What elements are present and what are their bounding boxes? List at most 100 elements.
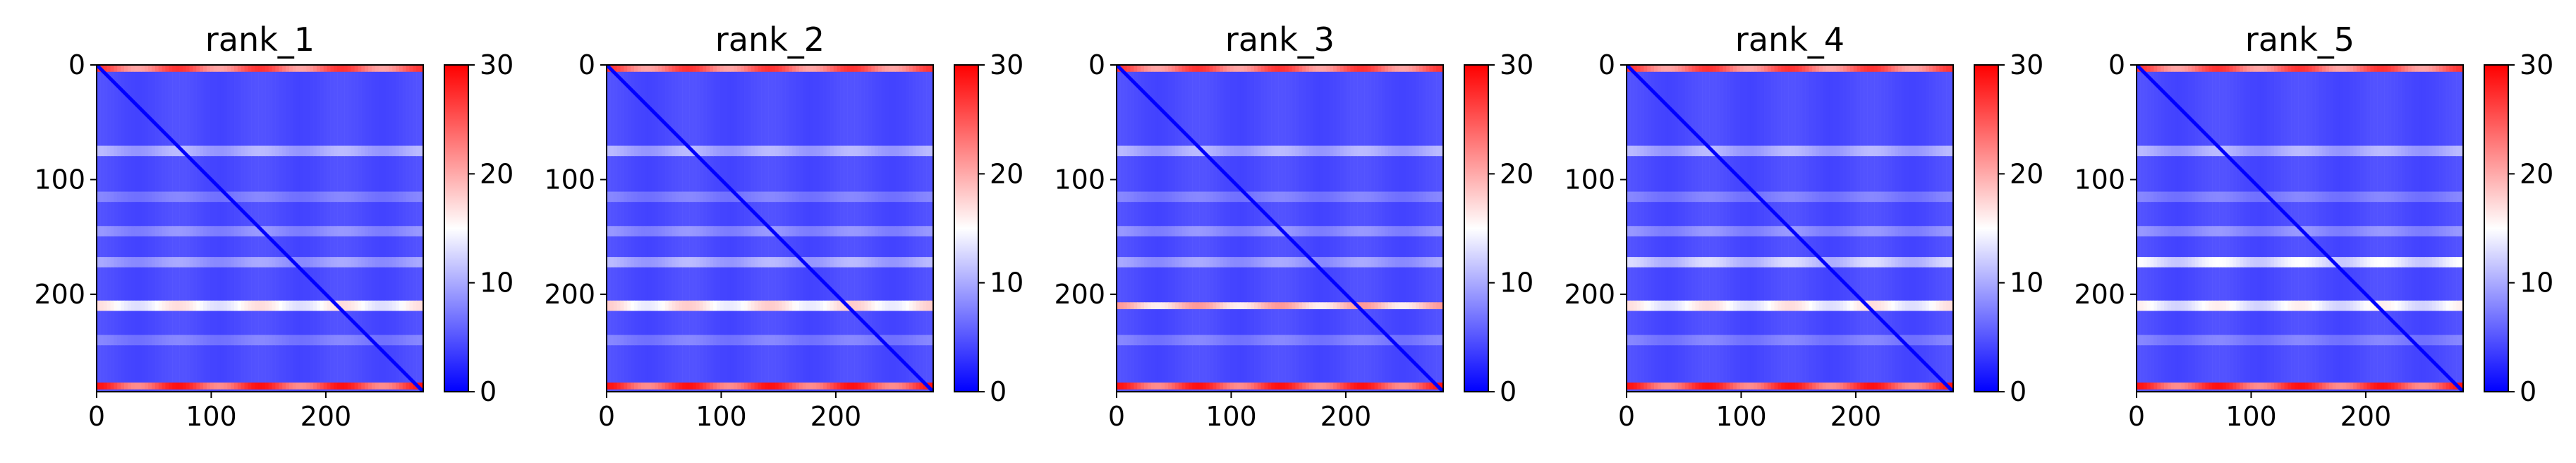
heatmap-row-band	[658, 191, 662, 203]
heatmap-row-band	[682, 226, 686, 236]
heatmap-row-band	[1196, 191, 1200, 203]
heatmap-row-band	[358, 191, 362, 203]
heatmap-row-band	[1743, 383, 1748, 390]
heatmap-row-band	[2249, 145, 2254, 157]
heatmap-row-band	[1350, 383, 1354, 390]
heatmap-row-band	[1943, 335, 1947, 346]
heatmap-row-band	[227, 335, 231, 346]
heatmap-row-band	[2216, 191, 2220, 203]
heatmap-row-band	[158, 145, 163, 157]
heatmap-row-band	[1888, 300, 1892, 311]
heatmap-row-band	[919, 300, 923, 311]
heatmap-row-band	[178, 383, 183, 390]
heatmap-row-band	[1708, 257, 1713, 267]
heatmap-row-band	[737, 335, 741, 346]
y-tick-label: 200	[1564, 279, 1615, 310]
heatmap-row-band	[1117, 191, 1121, 203]
heatmap-row-band	[1418, 257, 1423, 267]
heatmap-row-band	[1818, 226, 1823, 236]
heatmap-row-band	[1664, 145, 1669, 157]
heatmap-row-band	[706, 145, 710, 157]
heatmap-row-band	[672, 65, 676, 72]
heatmap-row-band	[1843, 335, 1847, 346]
heatmap-row-band	[1715, 335, 1720, 346]
heatmap-row-band	[196, 257, 200, 267]
heatmap-row-band	[2350, 300, 2354, 311]
heatmap-row-band	[2236, 257, 2240, 267]
heatmap-row-band	[1736, 257, 1741, 267]
heatmap-row-band	[2157, 226, 2161, 236]
heatmap-row-band	[1950, 300, 1953, 311]
heatmap-row-band	[2174, 226, 2179, 236]
heatmap-row-band	[2374, 383, 2378, 390]
heatmap-row-band	[2377, 383, 2381, 390]
heatmap-row-band	[1664, 65, 1669, 72]
heatmap-row-band	[392, 257, 396, 267]
heatmap-row-band	[1781, 257, 1785, 267]
heatmap-row-band	[241, 65, 245, 72]
heatmap-row-band	[2209, 145, 2213, 157]
heatmap-row-band	[664, 145, 669, 157]
y-tick-label: 0	[2108, 49, 2125, 80]
heatmap-row-band	[675, 65, 679, 72]
heatmap-row-band	[857, 383, 862, 390]
heatmap-row-band	[2359, 145, 2364, 157]
heatmap-row-band	[847, 257, 851, 267]
heatmap-row-band	[165, 191, 169, 203]
heatmap-row-band	[114, 383, 118, 390]
heatmap-row-band	[1706, 65, 1710, 72]
heatmap-row-band	[2453, 257, 2457, 267]
heatmap-row-band	[658, 145, 662, 157]
heatmap-row-band	[1922, 257, 1926, 267]
heatmap-row-band	[1627, 145, 1631, 157]
heatmap-row-band	[1825, 300, 1830, 311]
heatmap-row-band	[627, 257, 631, 267]
heatmap-row-band	[2308, 383, 2313, 390]
heatmap-row-band	[2387, 145, 2392, 157]
heatmap-row-band	[1671, 191, 1675, 203]
y-tick-label: 100	[1054, 164, 1105, 195]
heatmap-row-band	[2264, 191, 2268, 203]
heatmap-diagonal	[1627, 65, 1953, 392]
heatmap-row-band	[2429, 226, 2433, 236]
heatmap-row-band	[1275, 226, 1279, 236]
heatmap-row-band	[1715, 145, 1720, 157]
heatmap-row-band	[2191, 145, 2196, 157]
heatmap-row-band	[1347, 335, 1351, 346]
heatmap-row-band	[165, 145, 169, 157]
heatmap-row-band	[413, 65, 417, 72]
heatmap-row-band	[1260, 191, 1265, 203]
heatmap-row-band	[327, 191, 332, 203]
heatmap-row-band	[1726, 65, 1730, 72]
heatmap-row-band	[361, 257, 365, 267]
heatmap-row-band	[303, 300, 307, 311]
heatmap-row-band	[1750, 145, 1754, 157]
heatmap-row-band	[806, 257, 810, 267]
heatmap-row-band	[1730, 65, 1734, 72]
heatmap-row-band	[2249, 191, 2254, 203]
heatmap-row-band	[916, 383, 921, 390]
heatmap-row-band	[1805, 191, 1809, 203]
heatmap-row-band	[127, 226, 132, 236]
heatmap-row-band	[1284, 257, 1289, 267]
heatmap-row-band	[853, 191, 858, 203]
heatmap-row-band	[1319, 65, 1324, 72]
heatmap-row-band	[1220, 65, 1224, 72]
heatmap-row-band	[258, 65, 262, 72]
heatmap-row-band	[909, 300, 913, 311]
heatmap-row-band	[1730, 257, 1734, 267]
heatmap-row-band	[1402, 145, 1406, 157]
heatmap-row-band	[158, 65, 163, 72]
heatmap-row-band	[2295, 226, 2299, 236]
heatmap-row-band	[2225, 257, 2230, 267]
heatmap-row-band	[1233, 383, 1238, 390]
heatmap-row-band	[2177, 257, 2182, 267]
heatmap-row-band	[203, 383, 207, 390]
heatmap-row-band	[1367, 383, 1372, 390]
heatmap-row-band	[1926, 145, 1930, 157]
heatmap-row-band	[1264, 65, 1269, 72]
heatmap-row-band	[2401, 191, 2405, 203]
heatmap-row-band	[316, 226, 321, 236]
heatmap-row-band	[730, 65, 734, 72]
heatmap-row-band	[203, 226, 207, 236]
